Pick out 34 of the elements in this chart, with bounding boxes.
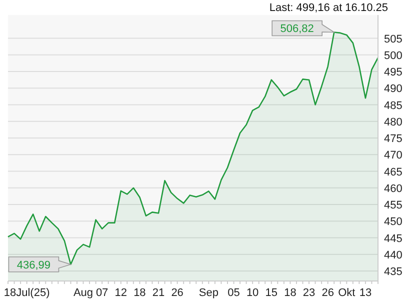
y-tick-label: 450 — [384, 216, 402, 228]
x-tick-label: 10 — [246, 287, 259, 299]
y-tick-label: 490 — [384, 83, 402, 96]
y-tick-label: 495 — [384, 66, 402, 79]
x-tick-label: 18Jul(25) — [4, 287, 50, 299]
x-tick-label: 15 — [265, 287, 278, 299]
chart-subtitle: Last: 499,16 at 16.10.25 — [269, 2, 388, 14]
x-tick-label: 12 — [114, 287, 128, 299]
y-tick-label: 465 — [384, 166, 402, 178]
annotation: 506,82 — [280, 23, 314, 36]
y-tick-label: 485 — [384, 100, 402, 112]
x-tick-label: Sep — [198, 287, 218, 299]
x-tick-label: 05 — [228, 287, 240, 299]
x-tick-label: 07 — [96, 287, 108, 299]
x-tick-label: 26 — [322, 287, 334, 299]
y-tick-label: 505 — [384, 33, 402, 46]
y-tick-label: 470 — [384, 150, 402, 162]
y-tick-label: 440 — [384, 249, 402, 262]
y-tick-label: 435 — [384, 266, 402, 278]
x-tick-label: 26 — [171, 287, 184, 299]
y-tick-label: 475 — [384, 133, 402, 146]
annotation: 436,99 — [16, 259, 51, 272]
x-tick-label: 13 — [359, 287, 372, 299]
x-tick-label: 18 — [284, 287, 296, 299]
y-tick-label: 500 — [384, 50, 402, 62]
x-tick-label: Aug — [73, 287, 94, 299]
y-tick-label: 460 — [384, 182, 402, 195]
x-tick-label: Okt — [338, 287, 356, 299]
y-tick-label: 445 — [384, 232, 402, 245]
y-tick-label: 480 — [384, 116, 402, 128]
x-tick-label: 23 — [302, 287, 316, 299]
y-tick-label: 455 — [384, 200, 402, 212]
x-tick-label: 18 — [134, 287, 146, 299]
x-tick-label: 21 — [152, 287, 165, 299]
